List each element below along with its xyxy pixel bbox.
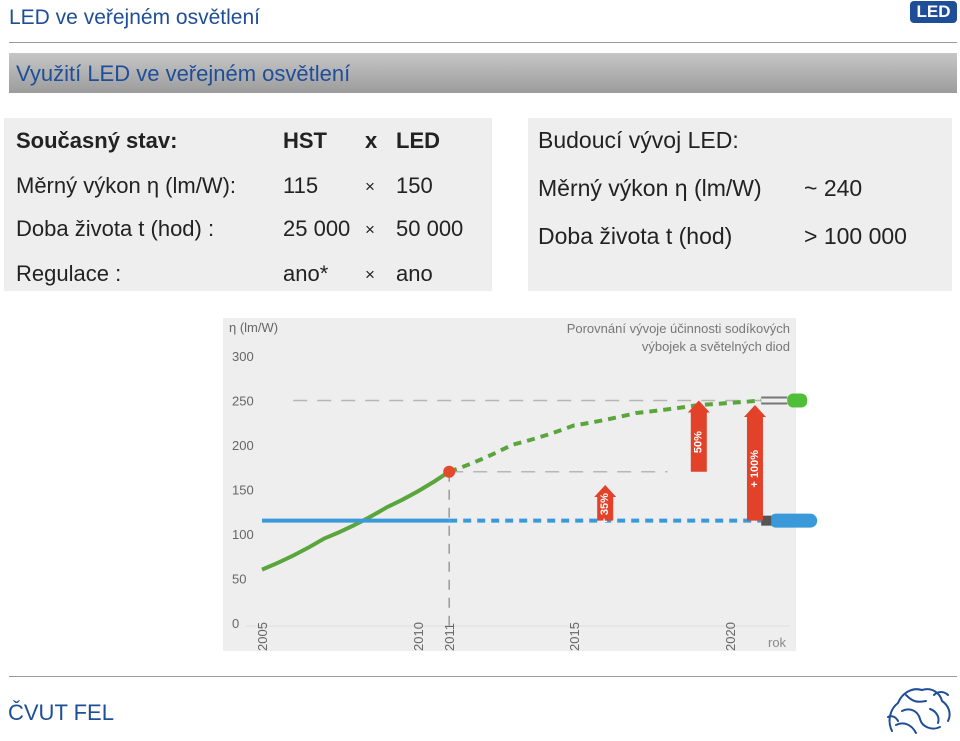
y-tick-label: 100 [232, 527, 254, 542]
chart-background [223, 318, 796, 651]
chart-title-line: výbojek a světelných diod [642, 339, 790, 354]
y-tick-label: 200 [232, 438, 254, 453]
series-line [261, 470, 451, 572]
increase-arrow [743, 404, 766, 521]
current-row-label: Současný stav: [16, 128, 178, 153]
cvut-lion-logo [887, 688, 951, 734]
future-row-label: Doba života t (hod) [538, 223, 733, 249]
current-row-hst: HST [283, 128, 327, 153]
x-tick-label: 2005 [255, 622, 270, 651]
page-header-title: LED ve veřejném osvětlení [9, 6, 260, 29]
x-axis-label: rok [768, 635, 787, 650]
increase-arrow [594, 485, 617, 521]
current-row-led: ano [396, 261, 433, 286]
chart-title-line: Porovnání vývoje účinnosti sodíkových [567, 321, 790, 336]
y-axis-label: η (lm/W) [229, 320, 278, 335]
future-title: Budoucí vývoj LED: [538, 127, 739, 153]
current-row-label: Regulace : [16, 261, 122, 286]
current-row-hst: 25 000 [283, 216, 351, 241]
current-row-led: LED [396, 128, 440, 153]
arrow-label: 50% [693, 431, 705, 453]
y-tick-label: 300 [232, 349, 254, 364]
sodium-lamp-icon [769, 513, 818, 528]
y-tick-label: 0 [232, 616, 239, 631]
subtitle-bar: Využití LED ve veřejném osvětlení [9, 53, 957, 93]
data-marker [443, 465, 456, 478]
y-tick-label: 50 [232, 572, 246, 587]
y-tick-label: 150 [232, 483, 254, 498]
current-row-led: 50 000 [396, 216, 464, 241]
sodium-lamp-icon [761, 515, 772, 526]
current-row-led: 150 [396, 173, 433, 198]
future-row-value: ~ 240 [804, 175, 863, 201]
increase-arrow [687, 400, 710, 472]
current-row-hst: ano* [283, 261, 329, 286]
current-row-label: Doba života t (hod) : [16, 216, 215, 241]
footer-text: ČVUT FEL [8, 700, 114, 725]
series-line [448, 398, 762, 474]
x-tick-label: 2020 [723, 622, 738, 651]
current-state-panel: Současný stav: HST x LED Měrný výkon η (… [4, 118, 492, 291]
current-row-sep: × [365, 220, 375, 239]
future-panel: Budoucí vývoj LED: Měrný výkon η (lm/W) … [528, 118, 952, 291]
current-row-hst: 115 [283, 173, 319, 198]
arrow-label: + 100% [749, 450, 761, 488]
footer-divider [9, 676, 957, 677]
current-row-sep: × [365, 177, 375, 196]
current-row-label: Měrný výkon η (lm/W): [16, 173, 237, 198]
future-row-label: Měrný výkon η (lm/W) [538, 175, 762, 201]
x-tick-label: 2010 [411, 622, 426, 651]
x-tick-label: 2015 [567, 622, 582, 651]
led-logo: LED [910, 1, 957, 23]
current-row-sep: × [365, 265, 375, 284]
y-tick-label: 250 [232, 394, 254, 409]
header-divider [9, 42, 957, 43]
led-diode-icon [787, 393, 808, 408]
slide-subtitle: Využití LED ve veřejném osvětlení [16, 61, 351, 86]
x-tick-label: 2011 [442, 623, 457, 651]
arrow-label: + 35% [599, 493, 611, 525]
future-row-value: > 100 000 [804, 223, 907, 249]
current-row-sep: x [365, 128, 378, 153]
